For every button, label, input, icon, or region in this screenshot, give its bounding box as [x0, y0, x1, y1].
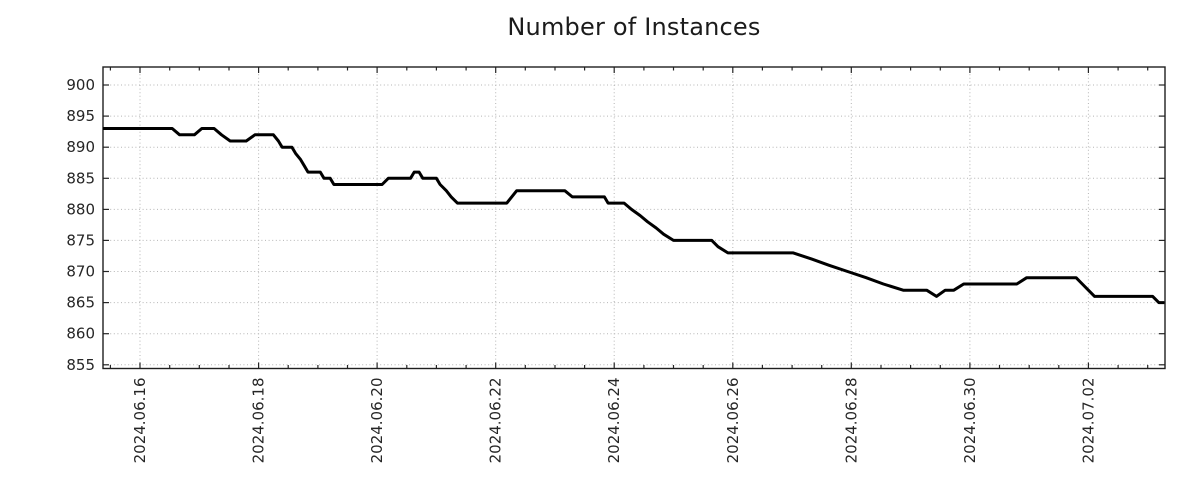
x-tick-label: 2024.06.16: [131, 378, 149, 464]
plot-border: [102, 66, 1166, 370]
x-tick-label: 2024.06.28: [842, 378, 860, 464]
data-line: [103, 127, 1165, 305]
x-tick-label: 2024.06.20: [368, 378, 386, 464]
y-tick-label: 870: [66, 263, 95, 281]
x-tick-label: 2024.07.02: [1079, 378, 1097, 464]
chart-title: Number of Instances: [507, 13, 761, 41]
y-tick-label: 860: [66, 325, 95, 343]
y-tick-label: 890: [66, 138, 95, 156]
x-tick-label: 2024.06.18: [250, 378, 268, 464]
x-tick-label: 2024.06.24: [605, 378, 623, 464]
y-tick-label: 875: [66, 231, 95, 249]
x-tick-label: 2024.06.30: [961, 378, 979, 464]
y-tick-label: 865: [66, 294, 95, 312]
y-tick-label: 900: [66, 76, 95, 94]
y-tick-label: 855: [66, 356, 95, 374]
x-tick-label: 2024.06.26: [724, 378, 742, 464]
x-tick-label: 2024.06.22: [487, 378, 505, 464]
y-tick-label: 895: [66, 107, 95, 125]
y-tick-label: 880: [66, 200, 95, 218]
y-tick-label: 885: [66, 169, 95, 187]
